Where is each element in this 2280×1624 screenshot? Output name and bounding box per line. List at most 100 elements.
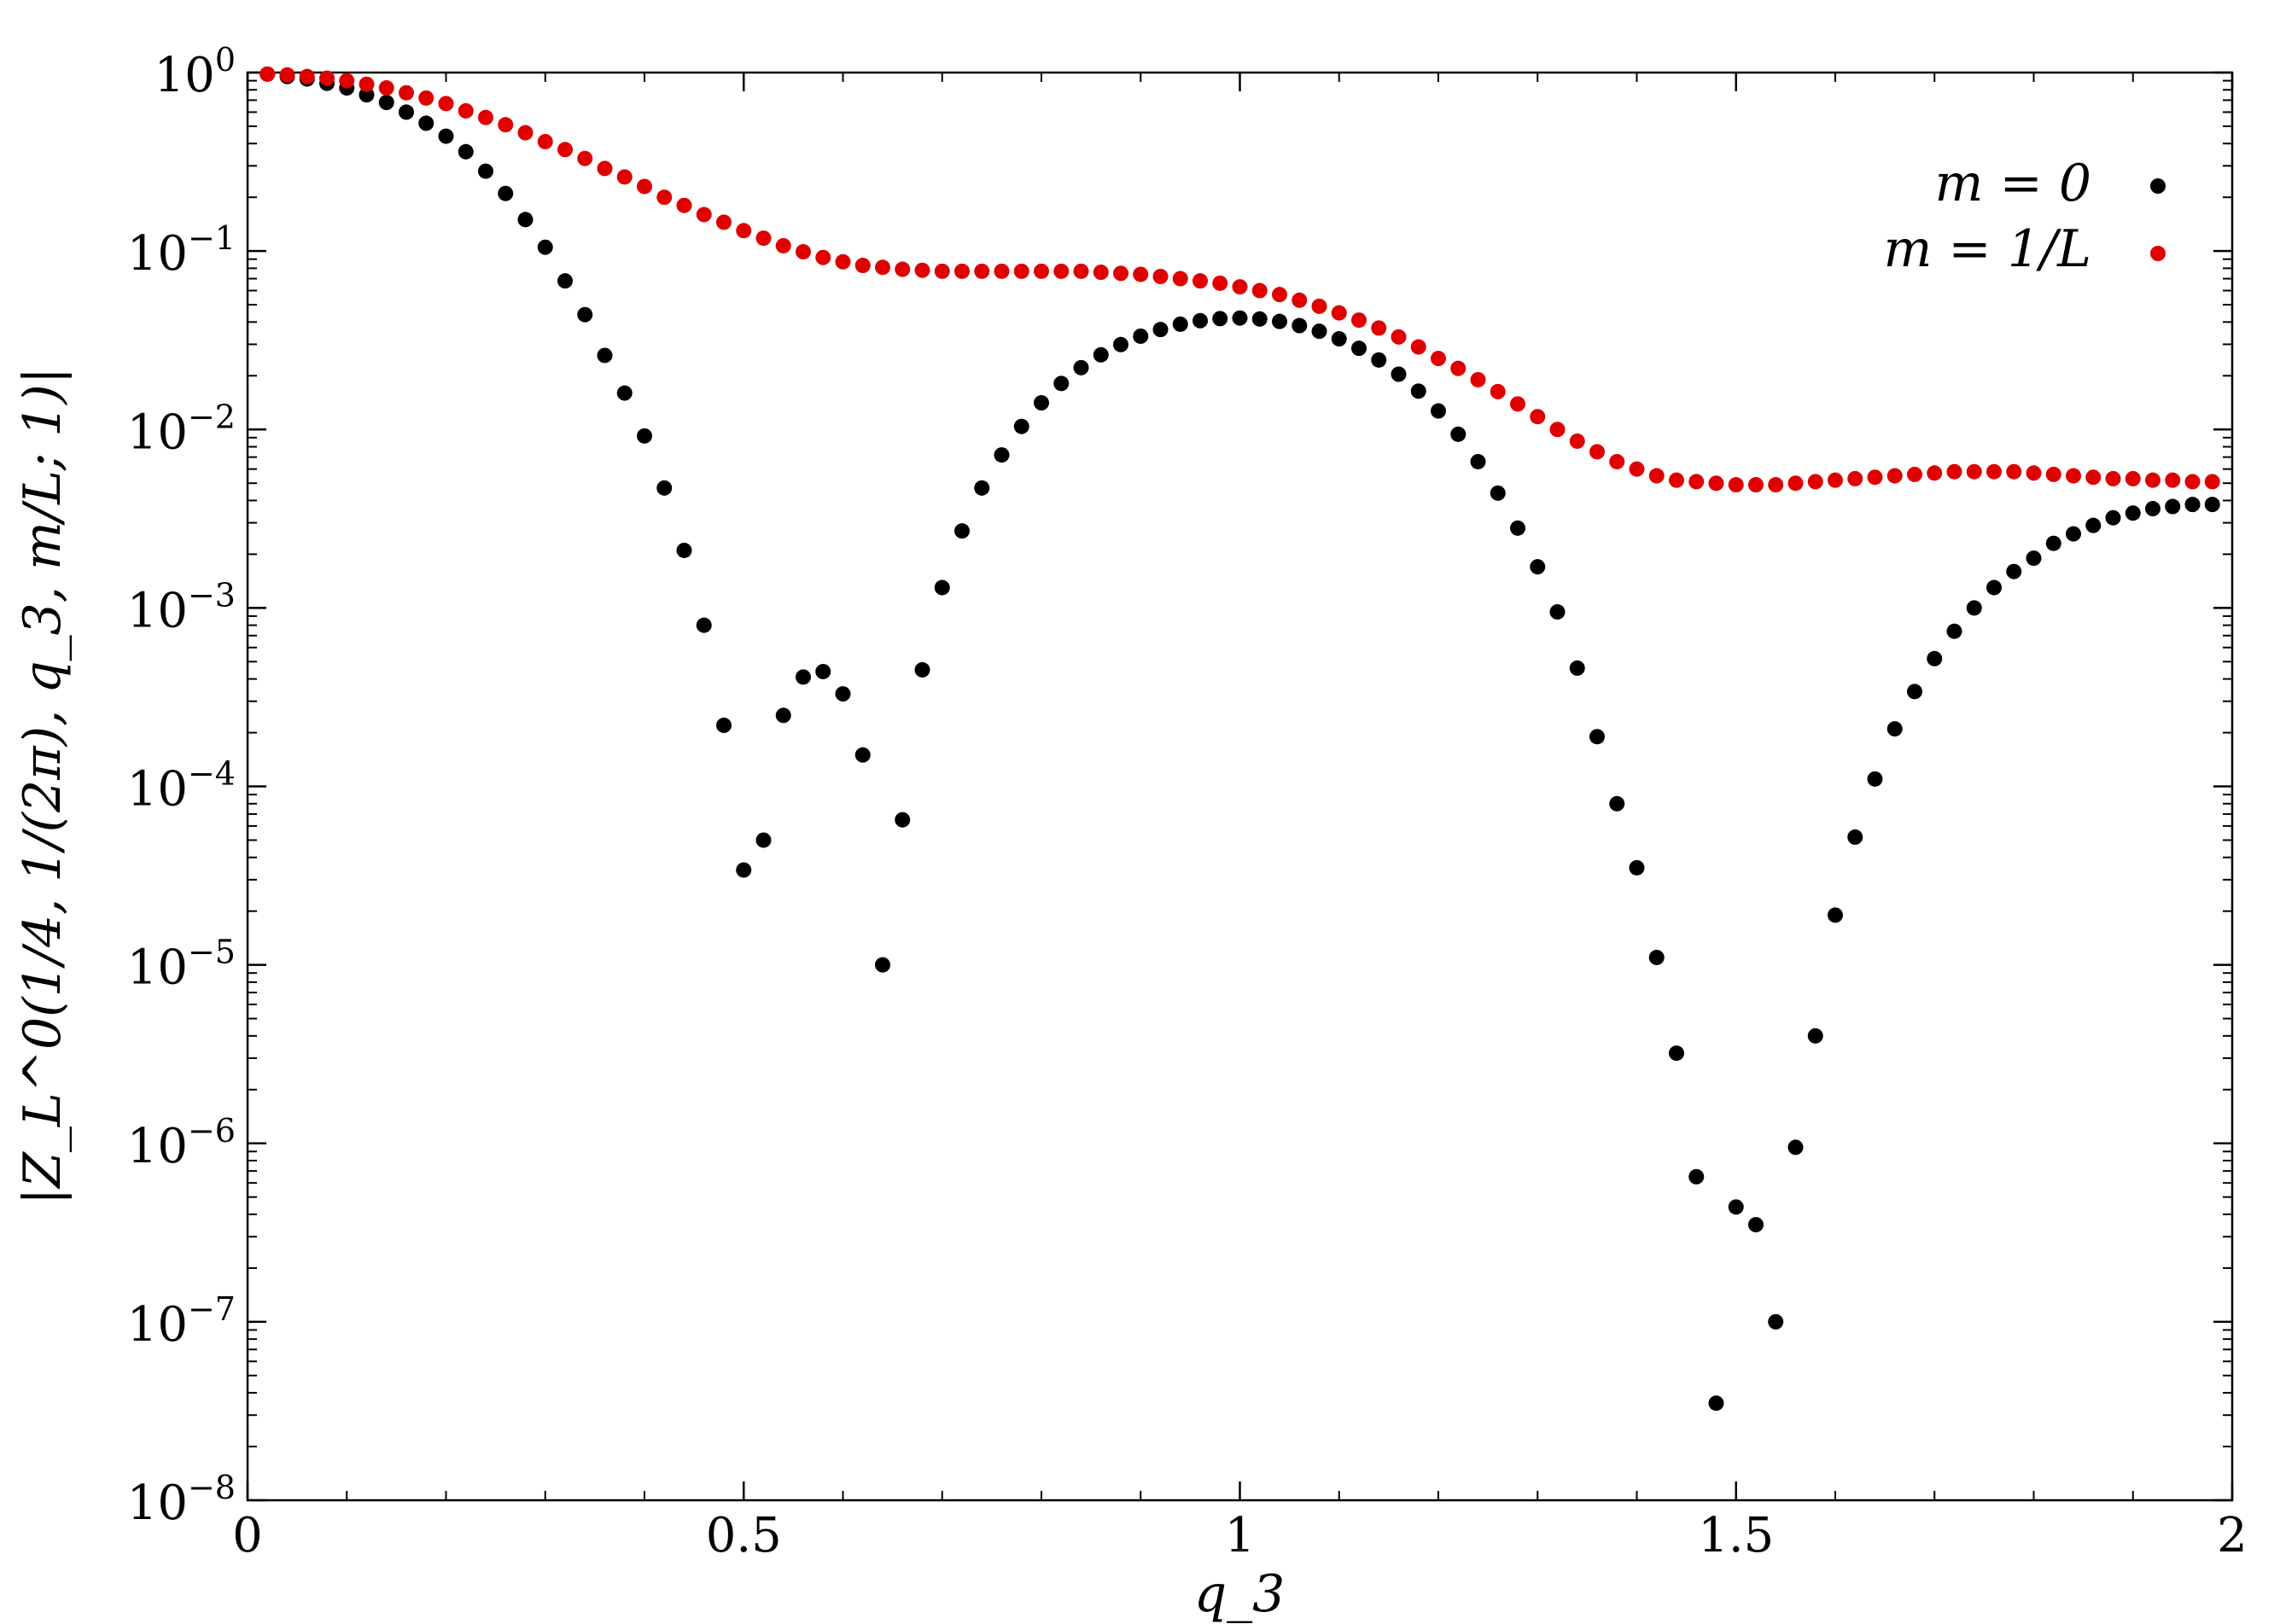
data-point xyxy=(656,480,673,496)
data-point xyxy=(1669,1045,1684,1062)
data-point xyxy=(399,104,414,120)
data-point xyxy=(1609,453,1625,469)
data-point xyxy=(796,669,811,685)
data-point xyxy=(637,428,652,444)
data-point xyxy=(1688,1168,1705,1185)
data-point xyxy=(259,66,276,82)
data-point xyxy=(1232,310,1248,326)
x-tick-label-1: 0.5 xyxy=(706,1508,782,1563)
data-point xyxy=(1450,360,1467,376)
data-point xyxy=(1648,468,1665,484)
data-point xyxy=(1549,604,1566,620)
data-point xyxy=(597,347,613,364)
x-axis-label: q_3 xyxy=(1194,1564,1286,1624)
data-point xyxy=(1172,271,1188,287)
data-point xyxy=(1787,475,1804,492)
data-point xyxy=(1410,383,1426,399)
data-point xyxy=(1510,396,1525,412)
series-layer xyxy=(259,66,2220,1412)
data-point xyxy=(1311,323,1327,340)
y-tick-label-2: 10−2 xyxy=(127,398,236,460)
data-point xyxy=(994,263,1010,279)
data-point xyxy=(755,832,772,848)
data-point xyxy=(1986,463,2002,480)
data-point xyxy=(2165,498,2181,515)
data-point xyxy=(577,150,593,166)
x-tick-label-0: 0 xyxy=(232,1508,263,1563)
data-point xyxy=(1688,474,1705,490)
data-point xyxy=(1907,684,1922,700)
data-point xyxy=(1093,346,1109,363)
data-point xyxy=(399,84,414,101)
data-point xyxy=(1391,366,1407,382)
data-point xyxy=(2125,470,2141,486)
y-tick-label-5: 10−5 xyxy=(127,934,236,996)
data-point xyxy=(597,160,613,177)
data-point xyxy=(2085,469,2102,486)
data-point xyxy=(1886,468,1903,484)
data-point xyxy=(319,70,335,86)
data-point xyxy=(1053,375,1070,392)
data-point xyxy=(736,223,752,239)
data-point xyxy=(2026,465,2042,481)
data-point xyxy=(1589,729,1605,745)
data-point xyxy=(1569,433,1585,449)
data-point xyxy=(1251,282,1268,299)
data-point xyxy=(1431,403,1446,419)
data-point xyxy=(557,142,573,158)
data-point xyxy=(1410,339,1426,355)
data-point xyxy=(875,957,890,973)
data-point xyxy=(1669,472,1684,488)
data-point xyxy=(815,249,831,265)
data-point xyxy=(696,617,712,633)
data-point xyxy=(775,237,791,253)
data-point xyxy=(359,87,375,103)
data-point xyxy=(1172,316,1188,332)
data-point xyxy=(1589,444,1605,460)
data-point xyxy=(914,262,930,278)
data-point xyxy=(418,90,434,106)
data-point xyxy=(2026,550,2042,567)
data-point xyxy=(1331,305,1347,321)
data-point xyxy=(1152,322,1169,338)
data-point xyxy=(1748,1217,1764,1233)
data-point xyxy=(517,125,534,141)
data-point xyxy=(2204,474,2220,490)
data-point xyxy=(1966,600,1982,616)
data-point xyxy=(1093,265,1109,281)
legend-label-0: m = 0 xyxy=(1935,154,2092,213)
data-point xyxy=(974,263,990,279)
data-point xyxy=(835,686,851,702)
data-point xyxy=(676,542,692,558)
data-point xyxy=(1212,311,1228,327)
data-point xyxy=(875,259,890,276)
data-point xyxy=(1272,313,1287,329)
legend-label-1: m = 1/L xyxy=(1883,219,2091,279)
legend: m = 0 m = 1/L xyxy=(1883,154,2166,279)
data-point xyxy=(279,67,295,83)
data-point xyxy=(1807,474,1823,490)
data-point xyxy=(1152,268,1169,284)
data-point xyxy=(2184,497,2201,513)
data-point xyxy=(1867,469,1883,486)
data-point xyxy=(1708,475,1724,492)
data-point xyxy=(2204,497,2220,513)
data-point xyxy=(1986,579,2002,596)
data-point xyxy=(498,185,514,201)
data-point xyxy=(1192,273,1208,289)
data-point xyxy=(1351,312,1367,329)
data-point xyxy=(1847,829,1863,845)
data-point xyxy=(438,128,454,144)
data-point xyxy=(2066,468,2081,484)
data-point xyxy=(537,239,553,255)
data-point xyxy=(1787,1139,1804,1155)
data-point xyxy=(2045,466,2061,482)
data-point xyxy=(1133,266,1149,282)
data-point xyxy=(1470,453,1486,469)
data-point xyxy=(1828,472,1843,488)
data-point xyxy=(1292,292,1308,308)
data-point xyxy=(1073,263,1089,279)
legend-marker-0 xyxy=(2150,178,2166,194)
data-point xyxy=(1450,426,1467,442)
